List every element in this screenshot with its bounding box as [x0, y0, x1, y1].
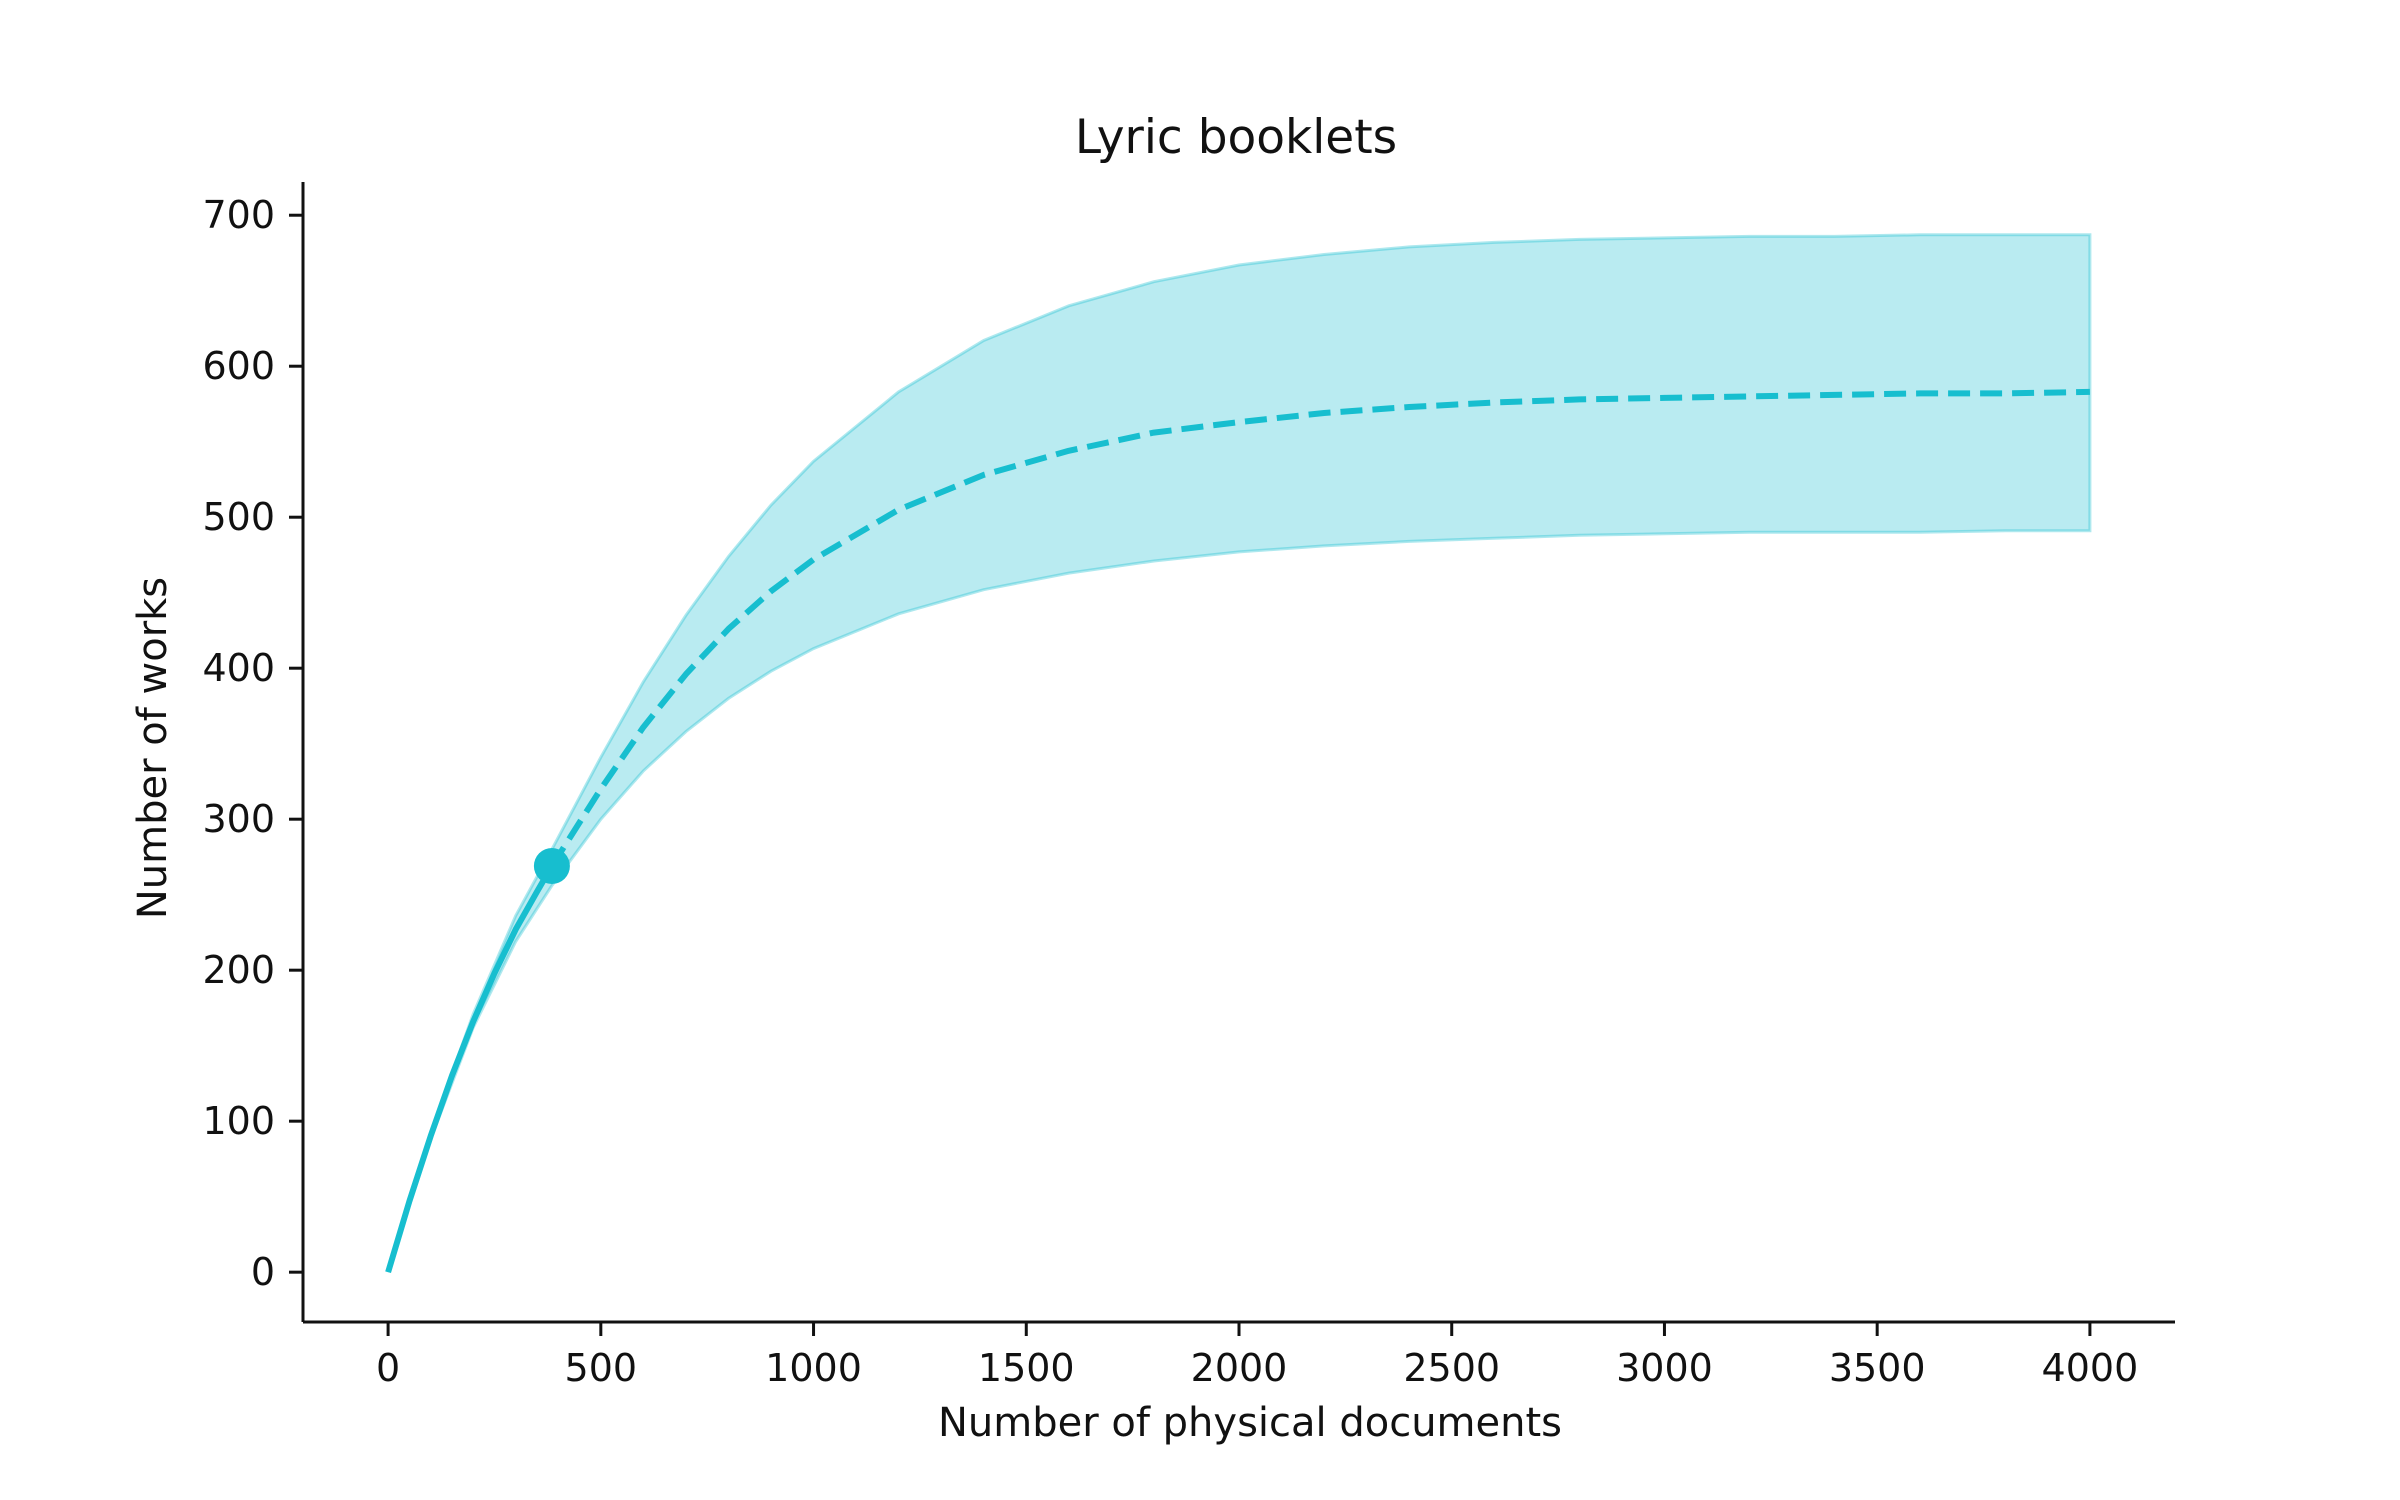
x-tick-label: 2000: [1191, 1346, 1288, 1390]
y-tick-label: 100: [202, 1099, 275, 1143]
x-tick-label: 1000: [765, 1346, 862, 1390]
observed-point: [533, 848, 570, 884]
y-tick-label: 0: [251, 1250, 275, 1294]
x-tick-label: 0: [376, 1346, 400, 1390]
extrapolated-line: [549, 388, 2090, 868]
x-tick-label: 3000: [1616, 1346, 1713, 1390]
confidence-band: [386, 233, 2092, 1273]
confidence-band-layer: [386, 233, 2092, 1273]
y-tick-label: 500: [202, 495, 275, 539]
x-tick-label: 500: [565, 1346, 638, 1390]
chart-title: Lyric booklets: [1075, 110, 1397, 165]
series-layer: [385, 388, 2090, 1274]
y-tick-label: 400: [202, 646, 275, 690]
x-tick-label: 3500: [1829, 1346, 1926, 1390]
y-axis-label: Number of works: [130, 577, 176, 919]
y-tick-label: 700: [202, 193, 275, 237]
x-tick-label: 2500: [1403, 1346, 1500, 1390]
interpolated-line: [385, 864, 555, 1274]
y-tick-label: 300: [202, 797, 275, 841]
x-tick-label: 1500: [978, 1346, 1075, 1390]
x-axis-label: Number of physical documents: [938, 1400, 1562, 1446]
axes: 0 500 1000 1500 2000 2500 3000 3500 4000 0 100 200 3…: [202, 182, 2175, 1390]
y-tick-label: 600: [202, 344, 275, 388]
y-tick-label: 200: [202, 948, 275, 992]
x-tick-label: 4000: [2042, 1346, 2139, 1390]
